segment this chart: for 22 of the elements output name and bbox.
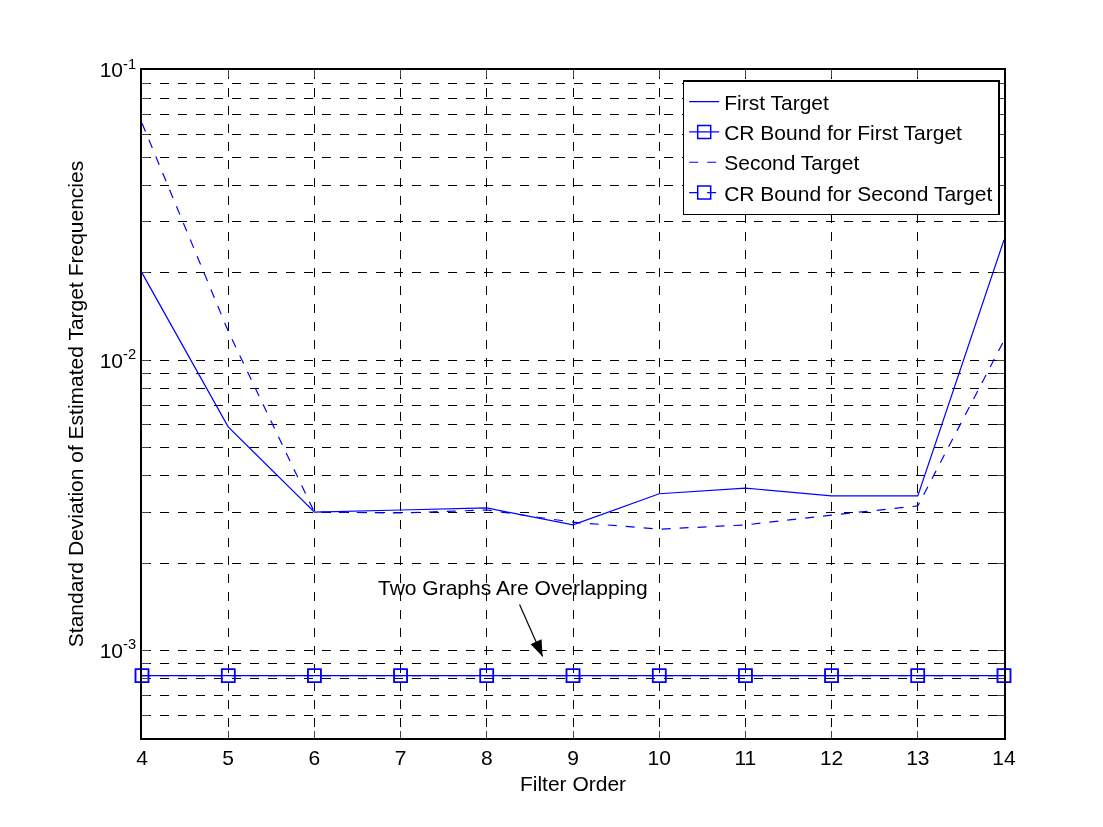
y-axis-title: Standard Deviation of Estimated Target Frequencies bbox=[64, 160, 88, 648]
x-tick-label: 13 bbox=[906, 745, 930, 769]
x-tick-label: 10 bbox=[647, 745, 671, 769]
y-tick-label: 10$^{-3}$ bbox=[99, 636, 137, 662]
x-tick-label: 14 bbox=[992, 745, 1016, 769]
x-tick-label: 7 bbox=[394, 745, 407, 769]
x-tick-label: 12 bbox=[819, 745, 844, 769]
y-tick-label: 10$^{-1}$ bbox=[99, 55, 137, 82]
x-tick-label: 11 bbox=[734, 745, 757, 769]
x-axis-title: Filter Order bbox=[519, 771, 627, 795]
annotation: Two Graphs Are Overlapping bbox=[378, 576, 648, 599]
line-series bbox=[142, 122, 1004, 530]
legend-label: First Target bbox=[724, 90, 829, 114]
legend-label: Second Target bbox=[724, 151, 860, 175]
x-tick-label: 5 bbox=[222, 745, 235, 769]
legend-label: CR Bound for Second Target bbox=[724, 181, 993, 205]
x-tick-label: 9 bbox=[567, 745, 579, 769]
legend-label: CR Bound for First Target bbox=[724, 121, 963, 145]
y-tick-label: 10$^{-2}$ bbox=[99, 345, 137, 372]
x-tick-label: 8 bbox=[480, 745, 493, 769]
x-tick-label: 6 bbox=[308, 745, 321, 769]
x-tick-label: 4 bbox=[136, 745, 149, 769]
